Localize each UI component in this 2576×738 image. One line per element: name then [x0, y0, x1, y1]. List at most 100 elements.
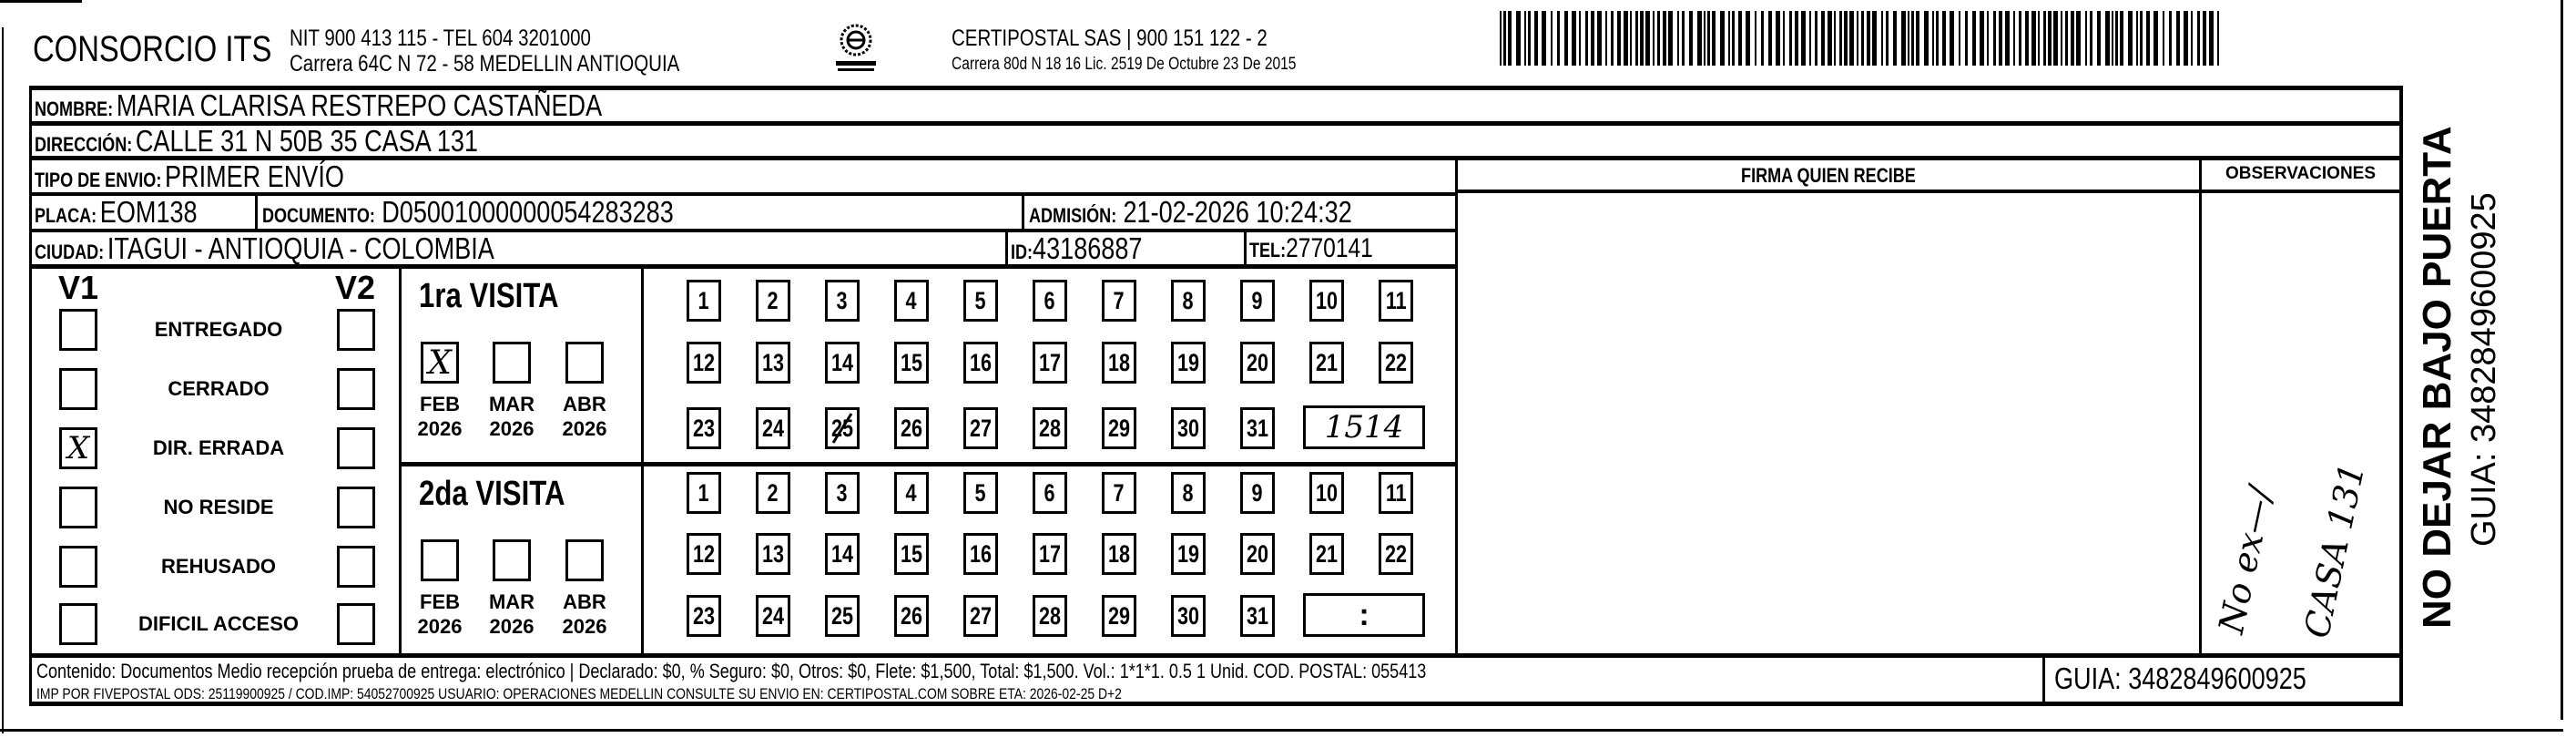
month-checkbox[interactable]	[421, 539, 459, 581]
day-box[interactable]: 31	[1240, 407, 1275, 449]
day-box[interactable]: 24	[756, 407, 790, 449]
day-box[interactable]: 10	[1309, 280, 1344, 322]
day-box[interactable]: 13	[756, 342, 790, 384]
day-box[interactable]: 29	[1102, 407, 1136, 449]
day-box[interactable]: 1	[687, 472, 721, 514]
day-box[interactable]: 19	[1171, 533, 1206, 575]
day-box[interactable]: 6	[1033, 280, 1067, 322]
barcode-bar	[2076, 11, 2081, 66]
day-box[interactable]: 16	[963, 533, 998, 575]
day-number: 22	[1384, 539, 1408, 568]
day-box[interactable]: 4	[894, 280, 929, 322]
day-box[interactable]: 21	[1309, 342, 1344, 384]
v1-checkbox[interactable]	[59, 546, 97, 588]
month-checkbox[interactable]	[565, 539, 604, 581]
day-box[interactable]: 25	[825, 407, 860, 449]
v1-label: V1	[58, 269, 99, 306]
barcode-bar	[1857, 11, 1858, 66]
day-box[interactable]: 4	[894, 472, 929, 514]
month-checkbox[interactable]	[565, 342, 604, 384]
day-box[interactable]: 12	[687, 342, 721, 384]
day-box[interactable]: 14	[825, 533, 860, 575]
day-box[interactable]: 24	[756, 595, 790, 637]
day-box[interactable]: 19	[1171, 342, 1206, 384]
v2-checkbox[interactable]	[337, 546, 375, 588]
day-box[interactable]: 28	[1033, 595, 1067, 637]
day-box[interactable]: 7	[1102, 280, 1136, 322]
day-number: 11	[1385, 286, 1407, 314]
day-box[interactable]: 20	[1240, 342, 1275, 384]
day-box[interactable]: 22	[1379, 533, 1413, 575]
time-field[interactable]: :	[1303, 593, 1425, 637]
time-field[interactable]: 1514	[1303, 405, 1425, 449]
barcode-bar	[2105, 11, 2110, 66]
day-box[interactable]: 16	[963, 342, 998, 384]
day-box[interactable]: 23	[687, 595, 721, 637]
month-checkbox[interactable]	[493, 342, 531, 384]
day-box[interactable]: 5	[963, 472, 998, 514]
month-label: MAR 2026	[480, 392, 544, 441]
day-box[interactable]: 30	[1171, 407, 1206, 449]
status-option-label: DIFICIL ACCESO	[137, 612, 299, 635]
day-box[interactable]: 27	[963, 595, 998, 637]
barcode-bar	[2013, 11, 2015, 66]
day-box[interactable]: 25	[825, 595, 860, 637]
day-box[interactable]: 9	[1240, 472, 1275, 514]
day-box[interactable]: 7	[1102, 472, 1136, 514]
day-box[interactable]: 9	[1240, 280, 1275, 322]
barcode-bar	[1653, 11, 1655, 66]
day-box[interactable]: 17	[1033, 342, 1067, 384]
day-box[interactable]: 11	[1379, 280, 1413, 322]
barcode-bar	[1936, 11, 1939, 66]
day-box[interactable]: 30	[1171, 595, 1206, 637]
day-box[interactable]: 23	[687, 407, 721, 449]
day-box[interactable]: 28	[1033, 407, 1067, 449]
v2-checkbox[interactable]	[337, 427, 375, 469]
day-box[interactable]: 2	[756, 280, 790, 322]
day-box[interactable]: 14	[825, 342, 860, 384]
day-box[interactable]: 3	[825, 280, 860, 322]
day-box[interactable]: 29	[1102, 595, 1136, 637]
day-box[interactable]: 22	[1379, 342, 1413, 384]
day-box[interactable]: 11	[1379, 472, 1413, 514]
day-box[interactable]: 8	[1171, 280, 1206, 322]
day-box[interactable]: 27	[963, 407, 998, 449]
day-box[interactable]: 5	[963, 280, 998, 322]
day-box[interactable]: 31	[1240, 595, 1275, 637]
day-box[interactable]: 15	[894, 342, 929, 384]
day-box[interactable]: 13	[756, 533, 790, 575]
v1-checkbox[interactable]	[59, 603, 97, 645]
day-box[interactable]: 8	[1171, 472, 1206, 514]
footer-print-info: IMP POR FIVEPOSTAL ODS: 25119900925 / CO…	[36, 685, 1122, 702]
day-box[interactable]: 10	[1309, 472, 1344, 514]
day-box[interactable]: 2	[756, 472, 790, 514]
v1-checkbox[interactable]	[59, 309, 97, 351]
month-checkbox[interactable]	[493, 539, 531, 581]
day-box[interactable]: 17	[1033, 533, 1067, 575]
barcode-bar	[1809, 11, 1811, 66]
day-box[interactable]: 26	[894, 595, 929, 637]
visit-title: 1ra VISITA	[419, 277, 559, 315]
v2-checkbox[interactable]	[337, 309, 375, 351]
v1-checkbox[interactable]	[59, 487, 97, 528]
month-checkbox[interactable]: X	[421, 342, 459, 384]
day-box[interactable]: 21	[1309, 533, 1344, 575]
day-box[interactable]: 20	[1240, 533, 1275, 575]
day-box[interactable]: 3	[825, 472, 860, 514]
day-box[interactable]: 18	[1102, 533, 1136, 575]
day-box[interactable]: 15	[894, 533, 929, 575]
v1-checkbox[interactable]	[59, 368, 97, 410]
signature-area[interactable]	[1458, 232, 2199, 653]
day-box[interactable]: 18	[1102, 342, 1136, 384]
day-box[interactable]: 12	[687, 533, 721, 575]
v2-checkbox[interactable]	[337, 368, 375, 410]
v2-checkbox[interactable]	[337, 603, 375, 645]
month-label: FEB 2026	[408, 589, 472, 639]
v1-checkbox[interactable]: X	[59, 427, 97, 469]
day-box[interactable]: 1	[687, 280, 721, 322]
barcode-bar	[1924, 11, 1929, 66]
day-number: 15	[900, 539, 923, 568]
v2-checkbox[interactable]	[337, 487, 375, 528]
day-box[interactable]: 6	[1033, 472, 1067, 514]
day-box[interactable]: 26	[894, 407, 929, 449]
